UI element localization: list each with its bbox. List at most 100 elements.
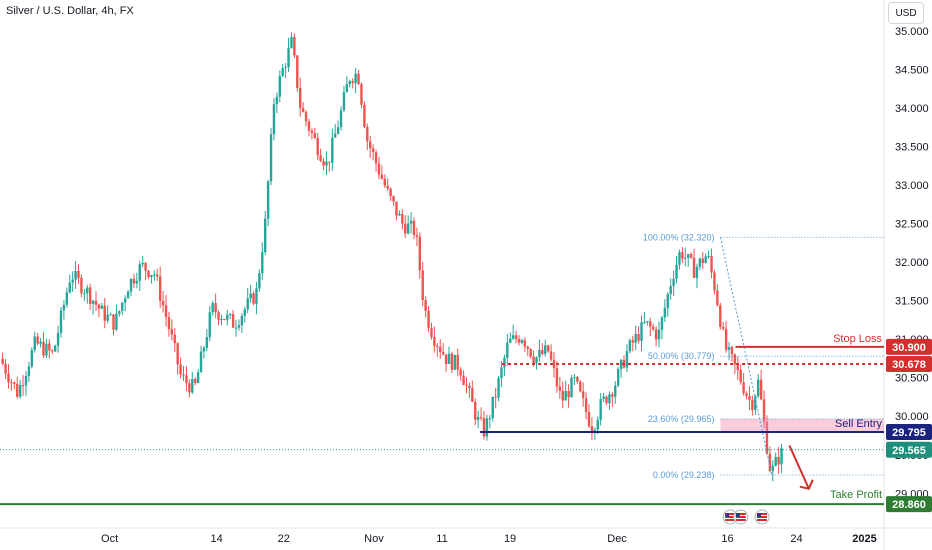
candle-body xyxy=(590,426,594,434)
us-flag-event-icon[interactable] xyxy=(733,509,749,525)
candle-body xyxy=(462,375,465,385)
candle-body xyxy=(427,310,430,329)
candle-body xyxy=(45,343,48,356)
flag-stripe xyxy=(757,513,768,515)
us-flag-event-icon[interactable] xyxy=(754,509,770,525)
candle-body xyxy=(506,342,509,358)
candle-body xyxy=(713,272,716,291)
candle-body xyxy=(745,393,748,396)
candle-body xyxy=(640,322,643,341)
fib-level-label: 23.60% (29.965) xyxy=(648,414,715,424)
candle-body xyxy=(637,333,640,341)
candle-body xyxy=(494,396,497,398)
candle-body xyxy=(100,305,104,309)
candle-body xyxy=(730,347,734,355)
candle-body xyxy=(208,312,211,338)
candle-body xyxy=(654,329,658,340)
candle-body xyxy=(447,353,451,365)
candle-body xyxy=(121,302,124,311)
candle-body xyxy=(719,305,722,327)
candle-body xyxy=(465,384,468,386)
candle-body xyxy=(552,359,556,369)
candle-body xyxy=(220,319,223,321)
candle-body xyxy=(523,340,527,347)
candle-body xyxy=(666,294,669,308)
sell-zone xyxy=(720,418,884,433)
y-tick-label: 35.000 xyxy=(895,26,929,38)
x-tick-label: Oct xyxy=(101,533,118,545)
candle-body xyxy=(564,391,567,401)
candle-body xyxy=(115,313,118,330)
candle-body xyxy=(482,418,486,437)
x-tick-label: 14 xyxy=(210,533,222,545)
candle-body xyxy=(538,349,541,358)
candle-body xyxy=(135,280,139,284)
candle-body xyxy=(336,127,340,134)
stop-loss-label: Stop Loss xyxy=(833,333,882,345)
candle-body xyxy=(299,88,302,108)
candle-body xyxy=(377,163,381,175)
candle-body xyxy=(185,375,188,384)
candle-body xyxy=(430,328,433,338)
candle-body xyxy=(158,276,162,301)
candle-body xyxy=(129,278,133,292)
candle-body xyxy=(500,367,503,379)
flag-canton xyxy=(725,513,730,517)
candle-body xyxy=(281,68,284,77)
candle-body xyxy=(10,382,13,384)
candle-body xyxy=(651,326,655,330)
candle-body xyxy=(371,148,375,153)
candle-body xyxy=(444,354,448,365)
candle-body xyxy=(374,152,378,164)
candle-body xyxy=(296,55,299,89)
candle-body xyxy=(657,329,661,340)
candle-body xyxy=(424,300,427,311)
candle-body xyxy=(237,325,241,328)
candle-body xyxy=(301,107,305,112)
x-tick-label: Nov xyxy=(364,533,384,545)
candle-body xyxy=(526,346,529,349)
candle-body xyxy=(549,351,553,360)
candle-body xyxy=(678,252,681,265)
arrow-head xyxy=(799,479,814,490)
y-tick-label: 32.000 xyxy=(895,257,929,269)
candle-body xyxy=(439,346,442,353)
take-profit-price-tag-bg xyxy=(886,496,932,513)
take-profit-price-tag: 28.860 xyxy=(886,496,932,513)
candle-body xyxy=(322,161,325,166)
currency-button[interactable]: USD xyxy=(888,2,924,24)
stop-loss-price-tag-text: 30.900 xyxy=(892,342,926,354)
candle-body xyxy=(191,379,194,393)
candle-body xyxy=(488,418,492,420)
candle-body xyxy=(748,395,751,400)
candle-body xyxy=(351,81,354,84)
candle-body xyxy=(319,155,322,162)
candle-body xyxy=(196,372,200,384)
candle-body xyxy=(56,332,60,346)
candle-body xyxy=(97,304,101,309)
candle-body xyxy=(39,341,42,344)
candle-body xyxy=(334,133,337,138)
candle-body xyxy=(660,317,664,330)
sell-entry-price-tag-bg xyxy=(886,424,932,441)
candle-body xyxy=(386,185,389,189)
candle-body xyxy=(780,448,783,465)
candle-body xyxy=(4,363,7,374)
candle-body xyxy=(468,385,471,389)
candle-body xyxy=(167,317,171,330)
take-profit-price-tag-text: 28.860 xyxy=(892,499,926,511)
candle-body xyxy=(649,321,652,327)
candle-body xyxy=(144,262,147,271)
candle-body xyxy=(223,319,226,321)
candle-body xyxy=(366,126,369,142)
candle-body xyxy=(345,84,349,93)
candle-body xyxy=(290,37,293,48)
y-tick-label: 31.500 xyxy=(895,296,929,308)
candle-body xyxy=(517,339,521,343)
y-tick-label: 30.000 xyxy=(895,411,929,423)
candle-body xyxy=(205,337,209,348)
projection-arrow xyxy=(788,445,814,490)
candle-body xyxy=(742,382,745,394)
